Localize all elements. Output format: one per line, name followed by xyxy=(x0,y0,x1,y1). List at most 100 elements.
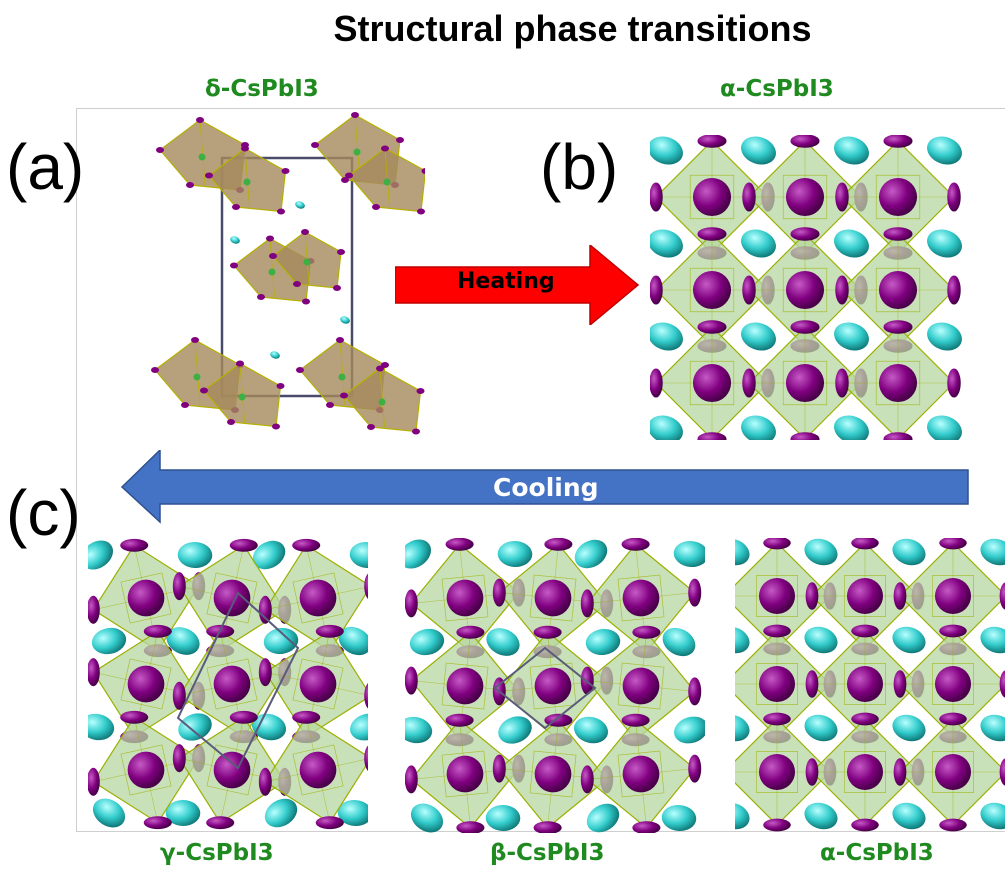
cs-atom xyxy=(927,136,962,165)
iodine-atom xyxy=(492,578,506,607)
pb-atom xyxy=(299,579,337,617)
alpha-structure-top xyxy=(650,135,962,440)
pb-atom xyxy=(934,753,972,791)
beta-structure xyxy=(405,538,705,833)
iodine-atom xyxy=(939,818,967,832)
iodine-atom xyxy=(999,582,1005,610)
iodine-atom xyxy=(763,624,791,638)
pb-atom xyxy=(127,665,165,703)
octahedron-edge xyxy=(529,574,577,622)
iodine-atom xyxy=(196,117,204,123)
octahedron-edge xyxy=(199,119,206,186)
cs-atom xyxy=(834,415,869,440)
pb-atom xyxy=(622,755,660,793)
iodine-atom xyxy=(999,758,1005,786)
iodine-atom xyxy=(241,145,249,152)
octahedron-edge xyxy=(617,750,665,798)
iodine-atom xyxy=(697,227,727,241)
pb-atom xyxy=(534,755,572,793)
octahedron-edge xyxy=(120,572,172,624)
iodine-atom xyxy=(156,147,164,153)
octahedron-edge xyxy=(932,751,974,793)
iodine-atom xyxy=(697,320,727,334)
octahedron-edge xyxy=(529,750,577,798)
pb-atom xyxy=(758,753,796,791)
cs-atom xyxy=(585,628,621,656)
octahedron-edge xyxy=(120,658,172,710)
iodine-atom xyxy=(364,745,368,771)
cs-atom xyxy=(980,626,1005,654)
iodine-atom xyxy=(456,625,485,639)
iodine-atom xyxy=(632,821,661,833)
iodine-atom xyxy=(697,432,727,440)
pb-atom xyxy=(213,579,251,617)
iodine-atom xyxy=(405,589,418,618)
iodine-atom xyxy=(293,281,301,287)
cs-atom xyxy=(980,714,1005,742)
iodine-atom xyxy=(351,112,359,118)
pb-atom xyxy=(692,363,732,403)
iodine-atom xyxy=(742,368,756,398)
octahedron-edge xyxy=(782,267,828,313)
iodine-atom xyxy=(326,402,334,408)
cs-atom xyxy=(650,322,683,351)
panel-label-b: (b) xyxy=(540,131,619,203)
octahedron-edge xyxy=(304,231,310,285)
pb-atom xyxy=(534,579,572,617)
pb-atom xyxy=(299,751,337,789)
cs-atom xyxy=(735,538,750,566)
iodine-atom xyxy=(269,253,277,259)
cs-atom xyxy=(88,713,115,741)
iodine-atom xyxy=(445,713,474,727)
cs-atom xyxy=(980,538,1005,566)
cs-atom xyxy=(251,713,287,741)
octahedron-edge xyxy=(269,238,275,298)
iodine-atom xyxy=(372,204,380,210)
pb-atom xyxy=(353,148,361,156)
iodine-atom xyxy=(367,424,375,430)
pb-atom xyxy=(127,751,165,789)
heating-label: Heating xyxy=(457,269,555,294)
iodine-atom xyxy=(697,135,727,148)
octahedron-edge xyxy=(206,744,258,796)
phase-label-alpha-bottom: α-CsPbI3 xyxy=(820,840,934,866)
pb-atom xyxy=(622,579,660,617)
cs-atom xyxy=(485,805,521,831)
octahedron-edge xyxy=(529,662,577,710)
octahedron-edge xyxy=(782,360,828,406)
iodine-atom xyxy=(883,432,913,440)
pb-atom xyxy=(758,577,796,615)
cs-atom xyxy=(410,803,444,833)
iodine-atom xyxy=(883,227,913,241)
octahedron-edge xyxy=(875,174,921,220)
iodine-atom xyxy=(851,624,879,638)
pb-atom xyxy=(878,270,918,310)
cs-atom xyxy=(650,415,683,440)
cs-atom xyxy=(892,802,926,830)
unit-cell xyxy=(176,591,300,770)
iodine-atom xyxy=(232,204,240,210)
pb-atom xyxy=(785,177,825,217)
iodine-atom xyxy=(345,172,353,179)
gamma-structure xyxy=(88,538,368,830)
pb-atom xyxy=(934,577,972,615)
iodine-atom xyxy=(364,683,368,709)
octahedron-edge xyxy=(844,575,886,617)
iodine-atom xyxy=(88,595,100,624)
cs-atom xyxy=(337,800,368,826)
iodine-atom xyxy=(763,712,791,726)
iodine-atom xyxy=(120,538,149,552)
alpha-structure-bottom xyxy=(735,538,1005,832)
iodine-atom xyxy=(533,821,562,833)
pb-atom xyxy=(622,667,660,705)
pb-atom xyxy=(198,153,206,161)
iodine-atom xyxy=(281,168,290,174)
phase-label-gamma: γ-CsPbI3 xyxy=(160,840,274,866)
iodine-atom xyxy=(632,625,661,639)
iodine-atom xyxy=(763,818,791,832)
octahedron-edge xyxy=(379,368,385,428)
cs-atom xyxy=(177,542,213,568)
iodine-atom xyxy=(742,182,756,212)
iodine-atom xyxy=(790,432,820,440)
cs-atom xyxy=(804,714,838,742)
